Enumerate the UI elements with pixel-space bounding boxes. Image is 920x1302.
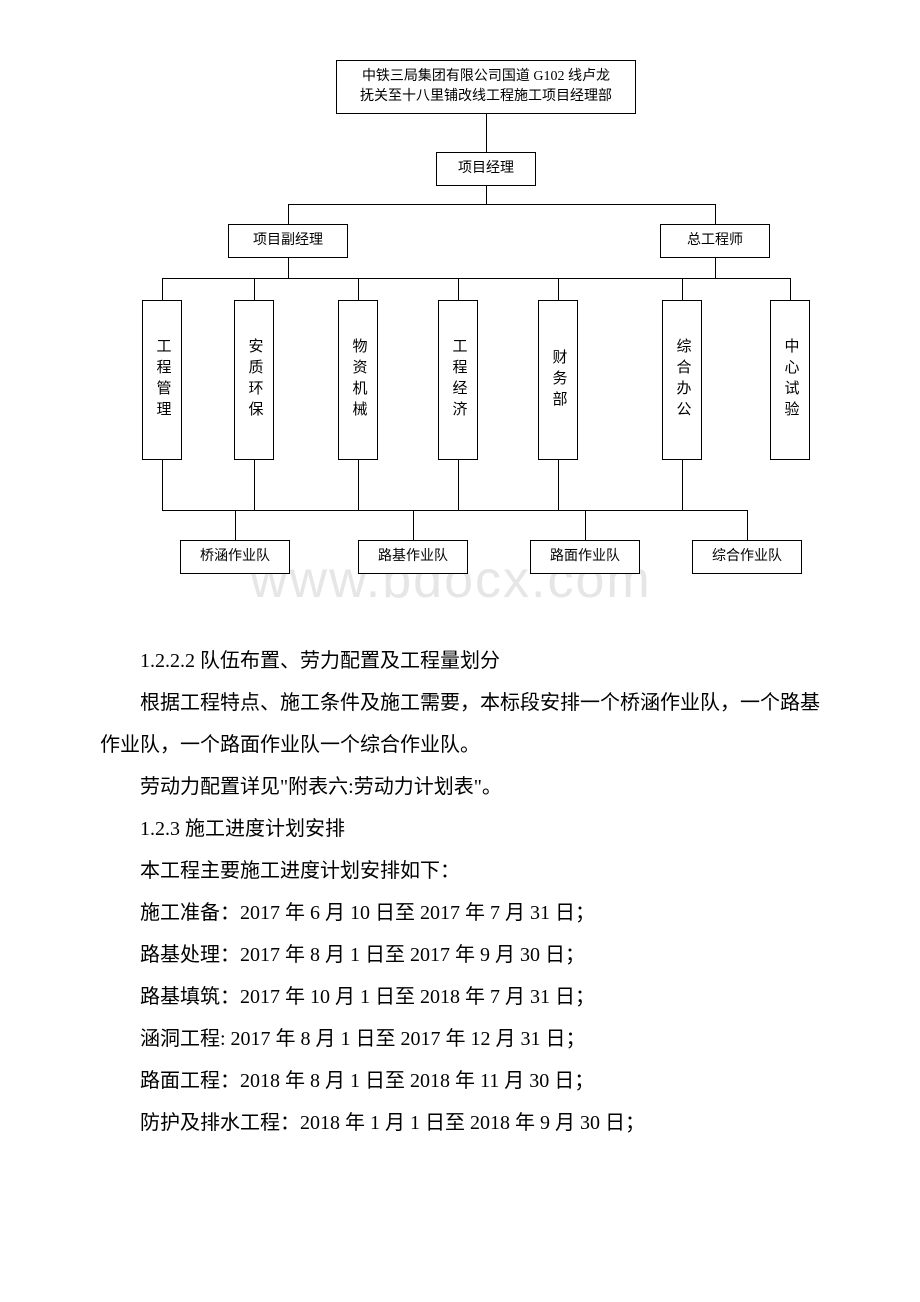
para-3: 劳动力配置详见"附表六:劳动力计划表"。 (100, 766, 820, 808)
connector-d4_v (458, 278, 459, 300)
connector-t1_v (235, 510, 236, 540)
connector-eng_down_v (715, 258, 716, 278)
node-eng: 总工程师 (660, 224, 770, 258)
node-dpm: 项目副经理 (228, 224, 348, 258)
para-1: 1.2.2.2 队伍布置、劳力配置及工程量划分 (100, 640, 820, 682)
root-line2: 抚关至十八里铺改线工程施工项目经理部 (360, 89, 612, 104)
connector-t3_v (585, 510, 586, 540)
page: www.bdocx.com 中铁三局集团有限公司国道 G102 线卢龙 抚关至十… (0, 0, 920, 1204)
connector-d6_v (682, 278, 683, 300)
connector-dept_bus_h (162, 278, 790, 279)
connector-d6_dn (682, 460, 683, 510)
para-7: 路基处理：2017 年 8 月 1 日至 2017 年 9 月 30 日； (100, 934, 820, 976)
node-dept-3: 物资机械 (338, 300, 378, 460)
para-11: 防护及排水工程：2018 年 1 月 1 日至 2018 年 9 月 30 日； (100, 1102, 820, 1144)
connector-pm_down_v (486, 186, 487, 204)
node-dept-1: 工程管理 (142, 300, 182, 460)
node-team-2: 路基作业队 (358, 540, 468, 574)
para-8: 路基填筑：2017 年 10 月 1 日至 2018 年 7 月 31 日； (100, 976, 820, 1018)
connector-d5_v (558, 278, 559, 300)
connector-d3_dn (358, 460, 359, 510)
connector-d3_v (358, 278, 359, 300)
org-chart: www.bdocx.com 中铁三局集团有限公司国道 G102 线卢龙 抚关至十… (100, 60, 820, 620)
connector-d4_dn (458, 460, 459, 510)
node-dept-6: 综合办公 (662, 300, 702, 460)
node-dept-4: 工程经济 (438, 300, 478, 460)
node-dept-7: 中心试验 (770, 300, 810, 460)
para-4: 1.2.3 施工进度计划安排 (100, 808, 820, 850)
para-2: 根据工程特点、施工条件及施工需要，本标段安排一个桥涵作业队，一个路基作业队，一个… (100, 682, 820, 766)
connector-pm_h (288, 204, 715, 205)
connector-pm_dpm_v (288, 204, 289, 224)
connector-d1_v (162, 278, 163, 300)
node-team-3: 路面作业队 (530, 540, 640, 574)
node-team-1: 桥涵作业队 (180, 540, 290, 574)
para-6: 施工准备：2017 年 6 月 10 日至 2017 年 7 月 31 日； (100, 892, 820, 934)
connector-d7_v (790, 278, 791, 300)
connector-t2_v (413, 510, 414, 540)
para-5: 本工程主要施工进度计划安排如下： (100, 850, 820, 892)
node-root: 中铁三局集团有限公司国道 G102 线卢龙 抚关至十八里铺改线工程施工项目经理部 (336, 60, 636, 114)
connector-root_pm_v (486, 114, 487, 152)
root-line1: 中铁三局集团有限公司国道 G102 线卢龙 (362, 69, 610, 84)
connector-d5_dn (558, 460, 559, 510)
node-dept-5: 财务部 (538, 300, 578, 460)
node-pm: 项目经理 (436, 152, 536, 186)
para-10: 路面工程：2018 年 8 月 1 日至 2018 年 11 月 30 日； (100, 1060, 820, 1102)
connector-d1_dn (162, 460, 163, 510)
node-dept-2: 安质环保 (234, 300, 274, 460)
connector-t4_v (747, 510, 748, 540)
connector-d2_v (254, 278, 255, 300)
node-team-4: 综合作业队 (692, 540, 802, 574)
connector-team_bus_h (162, 510, 747, 511)
connector-d2_dn (254, 460, 255, 510)
connector-pm_eng_v (715, 204, 716, 224)
para-9: 涵洞工程: 2017 年 8 月 1 日至 2017 年 12 月 31 日； (100, 1018, 820, 1060)
connector-dpm_down_v (288, 258, 289, 278)
